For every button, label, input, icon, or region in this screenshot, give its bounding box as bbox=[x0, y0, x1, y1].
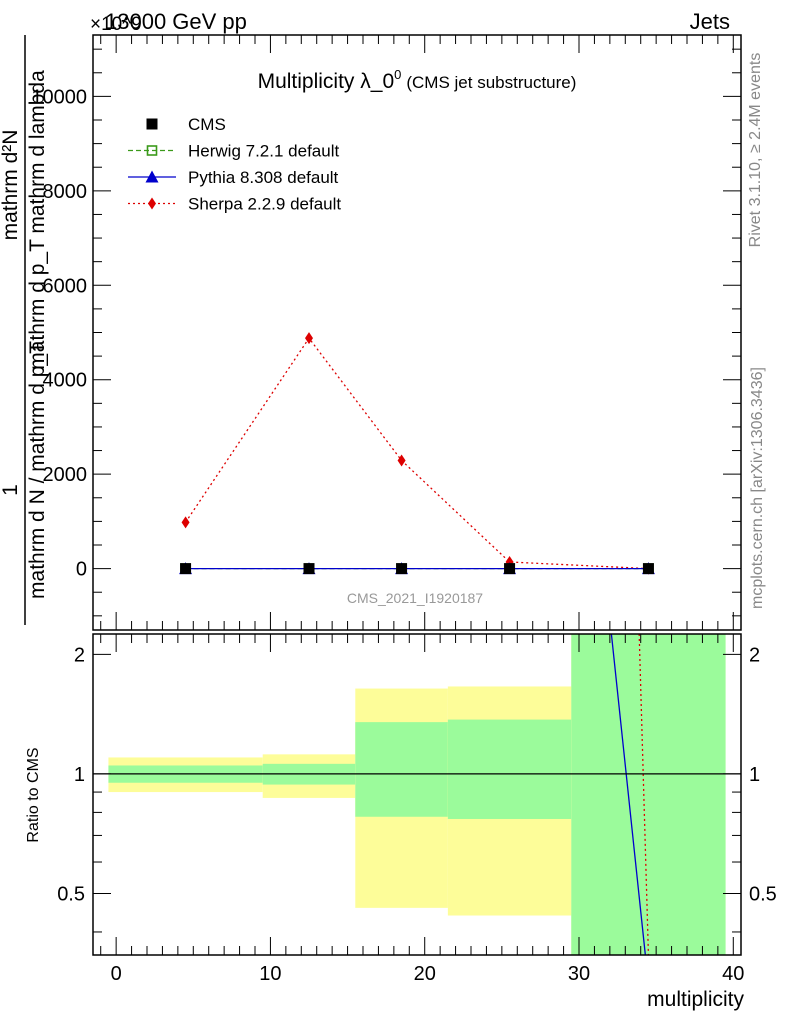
energy-label: 13000 GeV pp bbox=[105, 9, 247, 34]
legend-sherpa-marker bbox=[148, 197, 156, 210]
main-y-ticks: 0 2000 4000 6000 8000 10000 bbox=[31, 35, 741, 630]
sherpa-point bbox=[181, 516, 190, 529]
x-axis-label: multiplicity bbox=[647, 988, 744, 1011]
ratio-stat-band bbox=[447, 719, 572, 819]
ratio-y-tick-label: 2 bbox=[74, 644, 85, 666]
ratio-pythia-line bbox=[610, 633, 646, 956]
ratio-bands bbox=[108, 634, 726, 955]
ratio-plot-frame bbox=[92, 633, 742, 956]
legend-cms-label: CMS bbox=[188, 115, 226, 134]
x-tick-label: 0 bbox=[111, 963, 122, 985]
x-tick-label: 10 bbox=[259, 963, 281, 985]
legend-herwig-marker bbox=[146, 145, 158, 156]
process-label: Jets bbox=[690, 9, 730, 34]
cms-point bbox=[303, 563, 315, 575]
watermark: CMS_2021_I1920187 bbox=[347, 590, 483, 606]
ylabel-numerator: 1 bbox=[0, 484, 22, 496]
ratio-y-tick-label: 1 bbox=[74, 764, 85, 786]
main-y-tick-label: 10000 bbox=[31, 86, 87, 108]
cms-point bbox=[396, 563, 408, 575]
exponent-label: ×10^9 bbox=[90, 14, 142, 35]
ratio-y-tick-label-right: 2 bbox=[749, 644, 760, 666]
sherpa-line bbox=[185, 337, 649, 570]
x-tick-label: 30 bbox=[568, 963, 590, 985]
rivet-label: Rivet 3.1.10, ≥ 2.4M events bbox=[747, 53, 764, 248]
ratio-stat-band bbox=[571, 634, 726, 955]
ylabel-fraction-top: mathrm d²N bbox=[0, 130, 22, 241]
ratio-y-tick-label-right: 0.5 bbox=[749, 883, 777, 905]
main-panel: 0 2000 4000 6000 8000 10000 Multiplicity λ_00… bbox=[0, 34, 742, 631]
legend-pythia-label: Pythia 8.308 default bbox=[188, 168, 339, 187]
ratio-y-tick-label-right: 1 bbox=[749, 764, 760, 786]
ylabel-fraction-bottom: mathrm d p_T mathrm d lambda bbox=[26, 70, 49, 370]
x-tick-label: 20 bbox=[414, 963, 436, 985]
main-title: Multiplicity λ_00 (CMS jet substructure) bbox=[258, 67, 577, 93]
main-y-tick-label: 2000 bbox=[43, 464, 88, 486]
main-y-tick-label: 8000 bbox=[43, 181, 88, 203]
ylabel-outer-bottom: mathrm d N / mathrm d p_T bbox=[26, 341, 49, 599]
ratio-y-tick-label: 0.5 bbox=[57, 883, 85, 905]
ratio-panel: 0 10 20 30 40 0.5 0.5 1 1 2 2 Ratio to CMS multipl… bbox=[25, 633, 777, 1011]
ratio-sherpa-line bbox=[638, 633, 650, 956]
x-tick-label: 40 bbox=[722, 963, 744, 985]
main-y-axis-label: 1 mathrm d²N mathrm d p_T mathrm d lambd… bbox=[0, 35, 49, 625]
main-y-tick-label: 0 bbox=[76, 559, 87, 581]
sherpa-point bbox=[305, 332, 313, 345]
main-series-layer bbox=[179, 332, 655, 575]
sherpa-point bbox=[397, 454, 406, 467]
cms-point bbox=[642, 563, 654, 575]
ratio-stat-band bbox=[355, 722, 448, 817]
legend-pythia-marker bbox=[145, 170, 159, 183]
legend: CMS Herwig 7.2.1 default Pythia 8.308 defa… bbox=[128, 115, 341, 214]
legend-herwig-label: Herwig 7.2.1 default bbox=[188, 142, 339, 161]
ratio-series-layer bbox=[610, 633, 650, 956]
cms-point bbox=[504, 563, 516, 575]
main-y-tick-label: 4000 bbox=[43, 370, 88, 392]
legend-sherpa-label: Sherpa 2.2.9 default bbox=[188, 195, 341, 214]
ratio-ticks: 0 10 20 30 40 0.5 0.5 1 1 2 2 bbox=[57, 634, 777, 985]
main-y-tick-label: 6000 bbox=[43, 275, 88, 297]
legend-cms-marker bbox=[146, 118, 158, 130]
ratio-y-label: Ratio to CMS bbox=[25, 747, 42, 842]
mcplots-label: mcplots.cern.ch [arXiv:1306.3436] bbox=[749, 367, 766, 609]
cms-point bbox=[180, 563, 192, 575]
